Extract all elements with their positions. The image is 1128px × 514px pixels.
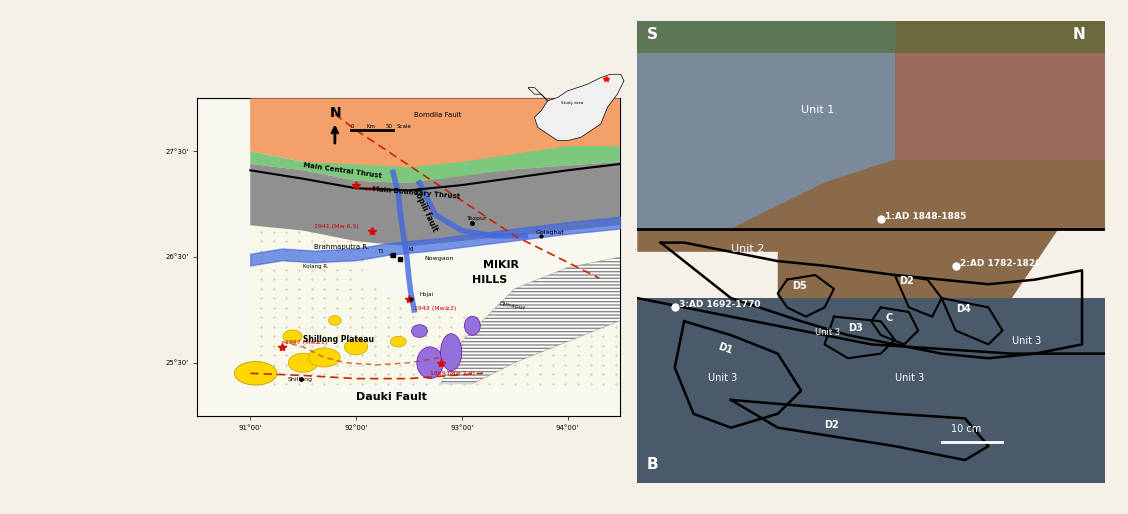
Text: MIKIR: MIKIR (483, 260, 519, 269)
Text: 2:AD 1782-1826: 2:AD 1782-1826 (960, 259, 1041, 268)
Text: 1941 (Mw 6.5): 1941 (Mw 6.5) (314, 225, 359, 229)
Text: S: S (646, 27, 658, 42)
Text: Unit 3: Unit 3 (816, 328, 840, 337)
Polygon shape (637, 21, 1105, 229)
Polygon shape (528, 75, 624, 141)
Text: D1: D1 (717, 341, 734, 356)
Text: Shillong Plateau: Shillong Plateau (303, 335, 374, 343)
Text: Unit 3: Unit 3 (1012, 336, 1041, 346)
Text: D2: D2 (825, 419, 839, 430)
Ellipse shape (441, 334, 461, 371)
Ellipse shape (417, 347, 443, 379)
Polygon shape (250, 162, 620, 246)
Text: Main Boundary Thrust: Main Boundary Thrust (372, 186, 460, 200)
Text: Dimapur: Dimapur (499, 301, 527, 311)
Text: D3: D3 (848, 322, 863, 333)
Text: 10 cm: 10 cm (951, 424, 981, 434)
Text: 1943 (Mw≥2): 1943 (Mw≥2) (414, 306, 457, 311)
Text: Tezpur: Tezpur (467, 216, 487, 221)
Text: N: N (329, 106, 341, 120)
Text: Kopili fault: Kopili fault (411, 186, 439, 232)
Text: D5: D5 (792, 281, 807, 291)
Ellipse shape (235, 362, 276, 385)
Text: N: N (1073, 27, 1085, 42)
Ellipse shape (412, 325, 428, 337)
Text: Golaghat: Golaghat (536, 230, 564, 235)
Text: Dauki Fault: Dauki Fault (356, 392, 426, 402)
Text: B: B (646, 457, 659, 472)
Text: Shillong: Shillong (288, 377, 312, 382)
Ellipse shape (344, 339, 368, 355)
Text: Unit 3: Unit 3 (895, 373, 924, 383)
Ellipse shape (235, 362, 276, 385)
Polygon shape (637, 159, 1105, 298)
Ellipse shape (289, 353, 318, 372)
Text: C: C (885, 313, 892, 323)
Text: Km: Km (367, 124, 376, 129)
Ellipse shape (465, 316, 481, 335)
Polygon shape (637, 21, 1105, 53)
Text: Study area: Study area (561, 101, 583, 105)
Polygon shape (250, 98, 620, 172)
Polygon shape (250, 146, 620, 183)
Ellipse shape (390, 336, 406, 347)
Polygon shape (356, 225, 620, 310)
Ellipse shape (283, 330, 302, 343)
Text: 50: 50 (386, 124, 393, 129)
Text: 0: 0 (351, 124, 354, 129)
Text: KI: KI (408, 247, 414, 252)
Text: Bomdila Fault: Bomdila Fault (414, 113, 461, 118)
Polygon shape (895, 21, 1105, 159)
Text: 3:AD 1692-1770: 3:AD 1692-1770 (679, 300, 761, 309)
Text: HILLS: HILLS (473, 276, 508, 285)
Text: Nowgaon: Nowgaon (425, 256, 455, 261)
Ellipse shape (308, 348, 341, 367)
Text: T1: T1 (377, 249, 384, 254)
Text: T2: T2 (388, 254, 395, 259)
Polygon shape (250, 98, 620, 384)
Text: Kolang R.: Kolang R. (303, 264, 328, 269)
Text: Unit 2: Unit 2 (731, 244, 765, 254)
Text: Unit 1: Unit 1 (801, 105, 835, 115)
Polygon shape (637, 298, 1105, 483)
Polygon shape (250, 98, 620, 167)
Text: D2: D2 (899, 276, 914, 286)
Text: 1897 (Mw≥1): 1897 (Mw≥1) (285, 340, 327, 345)
Ellipse shape (328, 316, 341, 325)
Text: 2009: 2009 (364, 188, 380, 192)
Text: D4: D4 (955, 304, 970, 314)
Text: Hojai: Hojai (420, 292, 433, 297)
Text: 1:AD 1848-1885: 1:AD 1848-1885 (885, 212, 967, 222)
Text: 1869 (Mw 7.4): 1869 (Mw 7.4) (430, 372, 475, 376)
Text: Unit 3: Unit 3 (707, 373, 737, 383)
Text: Brahmaputra R.: Brahmaputra R. (314, 244, 369, 249)
Text: Main Central Thrust: Main Central Thrust (303, 162, 382, 179)
Polygon shape (441, 257, 620, 384)
Text: Scale: Scale (396, 124, 411, 129)
